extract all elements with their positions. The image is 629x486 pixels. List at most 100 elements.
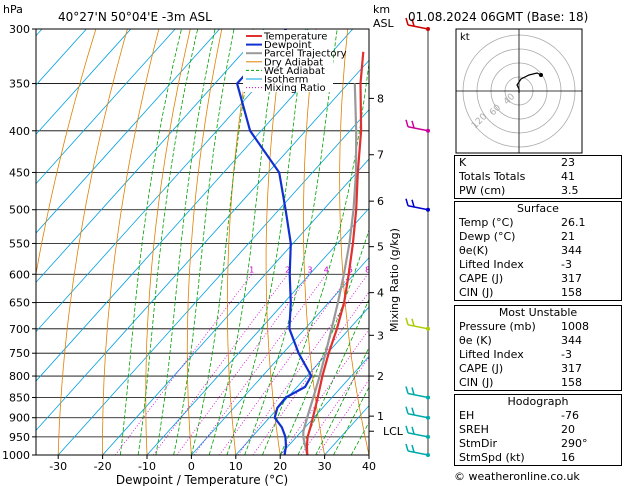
- table-row-value: 41: [561, 170, 575, 183]
- km-tick-label: 3: [377, 329, 384, 342]
- wind-barb-point: [426, 415, 430, 420]
- wind-barb-flag: [411, 318, 415, 327]
- table-row-label: Lifted Index: [459, 258, 524, 271]
- table-row-value: 23: [561, 156, 575, 169]
- mixing-ratio-line: [252, 291, 369, 455]
- wind-barb-flag: [405, 425, 409, 434]
- pressure-tick-label: 750: [9, 347, 30, 360]
- table-row-value: -3: [561, 348, 572, 361]
- temperature-tick-label: -20: [94, 460, 112, 473]
- dry-adiabat-line: [409, 29, 458, 455]
- table-row: Pressure (mb) 1008: [455, 320, 621, 334]
- wet-adiabat-line: [137, 29, 199, 455]
- mixing-ratio-label: 1: [249, 265, 254, 274]
- isotherm-line: [36, 29, 265, 283]
- wind-barb: [407, 392, 429, 399]
- wind-barb-point: [426, 395, 430, 400]
- wet-adiabat-line: [120, 29, 182, 455]
- mixing-ratio-label: 25: [437, 265, 447, 274]
- table-row: CAPE (J) 317: [455, 362, 621, 376]
- table-row-label: Pressure (mb): [459, 320, 536, 333]
- pressure-tick-label: 300: [9, 23, 30, 36]
- wind-barb-point: [426, 207, 430, 212]
- table-row-label: θe (K): [459, 334, 492, 347]
- isotherm-line: [57, 109, 369, 455]
- km-tick-label: 6: [377, 195, 384, 208]
- table-row-label: Totals Totals: [459, 170, 526, 183]
- chart-datetime: 01.08.2024 06GMT (Base: 18): [408, 10, 588, 24]
- hodograph-table: Hodograph EH -76 SREH 20 StmDir 290° StmSpd (kt…: [454, 394, 622, 466]
- table-row: θe (K) 344: [455, 334, 621, 348]
- wet-adiabat-line: [333, 386, 369, 455]
- table-row-value: 158: [561, 286, 582, 299]
- wet-adiabat-line: [173, 29, 235, 455]
- km-tick-label: 2: [377, 370, 384, 383]
- most-unstable-table: Most Unstable Pressure (mb) 1008 θe (K) 344 L…: [454, 305, 622, 391]
- table-row-value: 1008: [561, 320, 589, 333]
- x-axis-label: Dewpoint / Temperature (°C): [116, 473, 288, 486]
- table-row-value: -76: [561, 409, 579, 422]
- wet-adiabat-line: [226, 29, 307, 455]
- mixing-ratio-label: 20: [422, 265, 432, 274]
- table-row-label: Temp (°C): [459, 216, 514, 229]
- wind-barb-flag: [405, 317, 409, 326]
- table-row: CIN (J) 158: [455, 286, 621, 300]
- wet-adiabat-line: [191, 29, 256, 455]
- table-row-label: K: [459, 156, 467, 169]
- wind-barb: [407, 450, 429, 456]
- station-location: 40°27'N 50°04'E -3m ASL: [58, 10, 212, 24]
- pressure-tick-label: 550: [9, 237, 30, 250]
- lcl-label: LCL: [383, 425, 404, 438]
- isotherm-line: [36, 59, 369, 431]
- table-row: Temp (°C) 26.1: [455, 216, 621, 230]
- table-row: PW (cm) 3.5: [455, 184, 621, 198]
- dry-adiabat-line: [102, 29, 160, 455]
- wind-barb-point: [426, 27, 430, 31]
- wind-barb: [407, 324, 429, 330]
- table-row-label: Lifted Index: [459, 348, 524, 361]
- legend-label: Isotherm: [264, 75, 308, 86]
- table-row-label: θe(K): [459, 244, 489, 257]
- mixing-ratio-line: [176, 274, 311, 455]
- temperature-tick-label: 10: [229, 460, 243, 473]
- wind-barb-flag: [411, 387, 415, 395]
- legend-label: Mixing Ratio: [264, 83, 326, 94]
- table-row: SREH 20: [455, 423, 621, 437]
- wind-barb-flag: [405, 17, 409, 26]
- pressure-tick-label: 400: [9, 125, 30, 138]
- mixing-ratio-axis-label: Mixing Ratio (g/kg): [388, 228, 401, 332]
- temperature-tick-label: 30: [318, 460, 332, 473]
- pressure-tick-label: 650: [9, 297, 30, 310]
- table-row-label: PW (cm): [459, 184, 506, 197]
- mixing-ratio-line: [193, 274, 327, 455]
- isotherm-line: [146, 207, 369, 455]
- pressure-tick-label: 350: [9, 78, 30, 91]
- credit-text: © weatheronline.co.uk: [454, 470, 580, 483]
- table-row-label: CIN (J): [459, 286, 494, 299]
- table-row-value: 344: [561, 244, 582, 257]
- pressure-tick-label: 800: [9, 370, 30, 383]
- pressure-tick-label: 900: [9, 412, 30, 425]
- wind-barb-point: [426, 434, 430, 439]
- km-tick-label: 4: [377, 287, 384, 300]
- table-header: Most Unstable: [498, 306, 578, 319]
- temperature-line: [305, 51, 365, 455]
- table-row-value: 290°: [561, 437, 588, 450]
- pressure-tick-label: 950: [9, 431, 30, 444]
- wind-barb-flag: [411, 407, 415, 415]
- temperature-tick-label: -30: [49, 460, 67, 473]
- dry-adiabat-line: [57, 29, 128, 455]
- mixing-ratio-label: 3: [307, 265, 312, 274]
- hodograph-unit: kt: [460, 32, 470, 43]
- table-row: EH -76: [455, 409, 621, 423]
- isotherm-line: [102, 158, 369, 455]
- km-unit: km: [373, 3, 390, 16]
- temperature-tick-label: 40: [362, 460, 376, 473]
- pressure-tick-label: 1000: [2, 449, 30, 462]
- table-row-value: -3: [561, 258, 572, 271]
- wind-barb: [407, 412, 429, 419]
- table-row: StmSpd (kt) 16: [455, 451, 621, 465]
- table-row: θe(K) 344: [455, 244, 621, 258]
- wind-barb-flag: [405, 119, 409, 127]
- wind-barb-flag: [411, 444, 415, 453]
